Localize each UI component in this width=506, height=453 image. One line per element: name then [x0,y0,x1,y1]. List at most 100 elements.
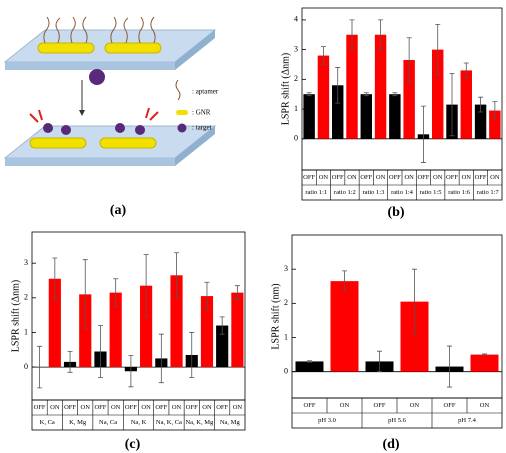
error-bar [406,37,412,83]
plot-frame [291,234,503,399]
error-bar [113,278,119,307]
x-tick-label: pH 3.0 [318,417,336,424]
bar [140,285,153,368]
series-label: ON [490,174,500,181]
x-tick-label: ratio 1:3 [363,189,385,196]
x-tick-label: ratio 1:1 [305,189,327,196]
error-bar [335,67,341,104]
panel-label: (b) [387,205,404,220]
bar [360,94,372,139]
x-tick-label: Na, Ca [99,419,117,426]
x-tick-label: ratio 1:6 [448,189,471,196]
error-bar [412,268,417,335]
error-bar [234,285,240,300]
series-label: OFF [186,404,198,411]
panel-label: (d) [382,437,399,452]
error-bar [478,96,484,113]
bar [489,110,501,139]
y-tick-label: 3 [294,44,298,53]
series-label: OFF [94,404,106,411]
error-bar [204,281,210,311]
error-bar [482,353,487,356]
x-tick-label: pH 7.4 [458,417,476,424]
error-bar [174,252,180,299]
y-tick-label: 0 [284,367,288,376]
y-tick-label: 2 [284,298,288,307]
series-label: OFF [64,404,76,411]
error-bar [492,101,498,120]
y-tick-label: 3 [284,264,288,273]
series-label: OFF [304,402,316,409]
panel-label: (a) [110,203,127,218]
x-tick-label: ratio 1:2 [334,189,356,196]
bar [374,34,387,139]
x-tick-label: Na, K, Mg [185,419,214,426]
error-bar [219,316,225,335]
x-tick-label: K, Mg [69,419,87,426]
series-label: ON [319,174,329,181]
bar [460,70,472,139]
y-tick-label: 4 [294,15,298,24]
y-tick-label: 1 [294,104,298,113]
y-axis-label: LSPR shift (nm) [270,283,281,349]
bar [295,361,324,372]
series-label: ON [462,174,472,181]
bar [403,60,415,139]
y-tick-label: 3 [24,258,28,267]
series-label: OFF [446,174,458,181]
bar [231,292,244,368]
error-bar [363,92,369,97]
y-tick-label: 0 [294,134,298,143]
bar [389,94,401,139]
error-bar [447,345,452,388]
series-label: ON [172,404,182,411]
series-label: ON [433,174,443,181]
error-bar [342,270,347,292]
panel-label: (c) [125,437,141,452]
error-bar [392,92,398,97]
error-bar [463,62,469,79]
error-bar [378,19,384,51]
bar [48,278,61,368]
series-label: OFF [216,404,228,411]
bar [200,296,214,368]
error-bar [349,19,355,51]
x-tick-label: ratio 1:5 [420,189,442,196]
error-bar [189,332,195,378]
y-axis-label: LSPR shift (Δnm) [280,53,291,126]
series-label: ON [111,404,121,411]
series-label: OFF [332,174,344,181]
bar [317,55,330,139]
y-tick-label: 1 [24,327,28,336]
x-tick-label: ratio 1:7 [477,189,500,196]
series-label: ON [233,404,243,411]
series-label: OFF [360,174,372,181]
error-bar [82,259,88,330]
bar [470,354,499,372]
x-tick-label: Na, Mg [220,419,241,426]
error-bar [449,72,455,137]
bar [109,292,122,368]
bar [346,34,358,139]
error-bar [377,350,382,373]
legend-label: : GNR [192,109,211,117]
error-bar [420,105,426,163]
error-bar [97,325,103,378]
x-tick-label: Na, K [131,419,147,426]
series-label: ON [480,402,490,409]
series-label: OFF [444,402,456,409]
x-tick-label: pH 5.6 [388,417,406,424]
bar [474,104,487,139]
x-tick-label: K, Ca [40,419,55,426]
error-bar [37,345,43,389]
bar [79,294,92,368]
series-label: ON [347,174,357,181]
legend-label: : target [192,124,212,132]
y-tick-label: 2 [24,293,28,302]
error-bar [158,333,164,384]
series-label: ON [50,404,60,411]
y-tick-label: 1 [284,332,288,341]
series-label: OFF [34,404,46,411]
series-label: OFF [303,174,315,181]
